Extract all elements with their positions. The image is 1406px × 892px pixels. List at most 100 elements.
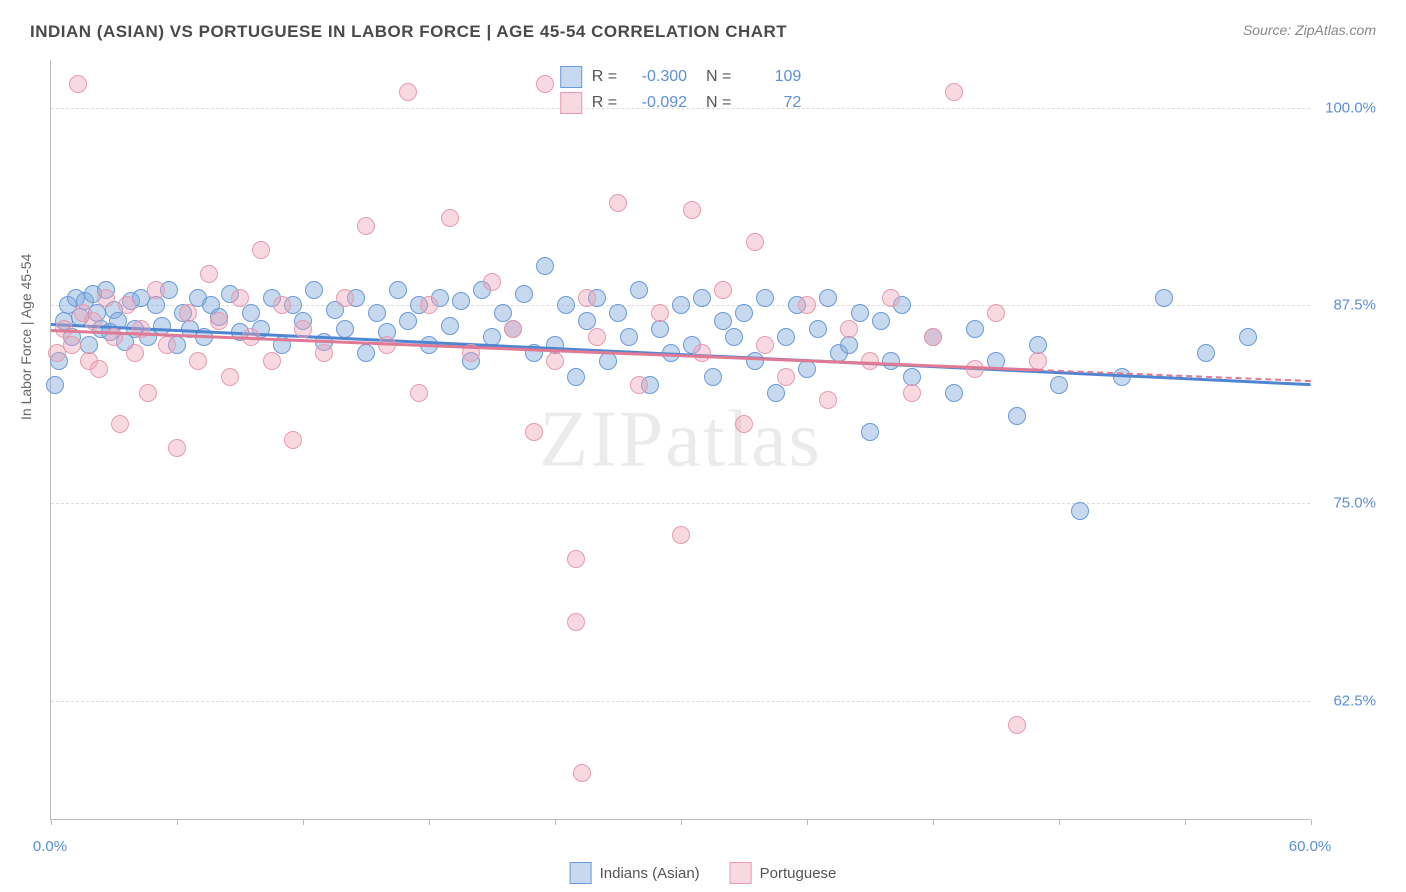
data-point bbox=[147, 296, 165, 314]
data-point bbox=[714, 312, 732, 330]
data-point bbox=[97, 289, 115, 307]
data-point bbox=[651, 320, 669, 338]
data-point bbox=[536, 75, 554, 93]
data-point bbox=[945, 384, 963, 402]
data-point bbox=[903, 384, 921, 402]
data-point bbox=[1071, 502, 1089, 520]
data-point bbox=[567, 550, 585, 568]
legend-r-label: R = bbox=[592, 64, 617, 90]
data-point bbox=[693, 344, 711, 362]
data-point bbox=[578, 289, 596, 307]
data-point bbox=[1155, 289, 1173, 307]
data-point bbox=[746, 233, 764, 251]
y-axis-label: In Labor Force | Age 45-54 bbox=[18, 254, 34, 420]
data-point bbox=[336, 289, 354, 307]
data-point bbox=[515, 285, 533, 303]
legend-row: R =-0.300 N =109 bbox=[560, 64, 802, 90]
data-point bbox=[573, 764, 591, 782]
data-point bbox=[651, 304, 669, 322]
data-point bbox=[452, 292, 470, 310]
data-point bbox=[672, 526, 690, 544]
series-legend-item: Indians (Asian) bbox=[570, 862, 700, 884]
x-tick-label: 60.0% bbox=[1289, 838, 1332, 855]
data-point bbox=[809, 320, 827, 338]
gridline bbox=[51, 701, 1310, 702]
data-point bbox=[1029, 352, 1047, 370]
data-point bbox=[609, 194, 627, 212]
data-point bbox=[609, 304, 627, 322]
data-point bbox=[567, 613, 585, 631]
legend-r-label: R = bbox=[592, 90, 617, 116]
series-legend: Indians (Asian) Portuguese bbox=[570, 862, 837, 884]
y-tick-label: 62.5% bbox=[1296, 693, 1376, 710]
x-tick bbox=[429, 819, 430, 825]
data-point bbox=[158, 336, 176, 354]
legend-swatch bbox=[560, 92, 582, 114]
data-point bbox=[273, 296, 291, 314]
data-point bbox=[189, 352, 207, 370]
trend-line-dashed bbox=[1038, 369, 1311, 382]
data-point bbox=[494, 304, 512, 322]
watermark: ZIPatlas bbox=[539, 394, 822, 485]
legend-n-value: 109 bbox=[741, 64, 801, 90]
data-point bbox=[252, 241, 270, 259]
data-point bbox=[546, 352, 564, 370]
x-tick bbox=[177, 819, 178, 825]
data-point bbox=[704, 368, 722, 386]
data-point bbox=[620, 328, 638, 346]
data-point bbox=[861, 423, 879, 441]
series-legend-item: Portuguese bbox=[730, 862, 837, 884]
data-point bbox=[200, 265, 218, 283]
x-tick bbox=[1059, 819, 1060, 825]
x-tick bbox=[51, 819, 52, 825]
data-point bbox=[420, 296, 438, 314]
data-point bbox=[567, 368, 585, 386]
data-point bbox=[69, 75, 87, 93]
legend-row: R =-0.092 N =72 bbox=[560, 90, 802, 116]
data-point bbox=[168, 439, 186, 457]
data-point bbox=[118, 296, 136, 314]
data-point bbox=[872, 312, 890, 330]
data-point bbox=[693, 289, 711, 307]
data-point bbox=[756, 289, 774, 307]
data-point bbox=[746, 352, 764, 370]
data-point bbox=[441, 209, 459, 227]
data-point bbox=[1008, 716, 1026, 734]
data-point bbox=[714, 281, 732, 299]
data-point bbox=[1197, 344, 1215, 362]
data-point bbox=[46, 376, 64, 394]
x-tick bbox=[807, 819, 808, 825]
data-point bbox=[263, 352, 281, 370]
data-point bbox=[777, 368, 795, 386]
data-point bbox=[819, 289, 837, 307]
data-point bbox=[1050, 376, 1068, 394]
y-tick-label: 75.0% bbox=[1296, 495, 1376, 512]
x-tick bbox=[1185, 819, 1186, 825]
data-point bbox=[315, 344, 333, 362]
data-point bbox=[504, 320, 522, 338]
data-point bbox=[882, 352, 900, 370]
data-point bbox=[578, 312, 596, 330]
data-point bbox=[798, 296, 816, 314]
data-point bbox=[389, 281, 407, 299]
data-point bbox=[221, 368, 239, 386]
data-point bbox=[132, 320, 150, 338]
data-point bbox=[357, 344, 375, 362]
data-point bbox=[336, 320, 354, 338]
y-tick-label: 87.5% bbox=[1296, 297, 1376, 314]
data-point bbox=[483, 273, 501, 291]
x-tick bbox=[555, 819, 556, 825]
data-point bbox=[147, 281, 165, 299]
data-point bbox=[756, 336, 774, 354]
data-point bbox=[767, 384, 785, 402]
data-point bbox=[1239, 328, 1257, 346]
plot-area: ZIPatlas R =-0.300 N =109R =-0.092 N =72 bbox=[50, 60, 1310, 820]
data-point bbox=[987, 304, 1005, 322]
legend-n-label: N = bbox=[697, 90, 731, 116]
data-point bbox=[798, 360, 816, 378]
data-point bbox=[231, 289, 249, 307]
data-point bbox=[410, 384, 428, 402]
legend-r-value: -0.092 bbox=[627, 90, 687, 116]
data-point bbox=[139, 384, 157, 402]
source-attribution: Source: ZipAtlas.com bbox=[1243, 22, 1376, 38]
